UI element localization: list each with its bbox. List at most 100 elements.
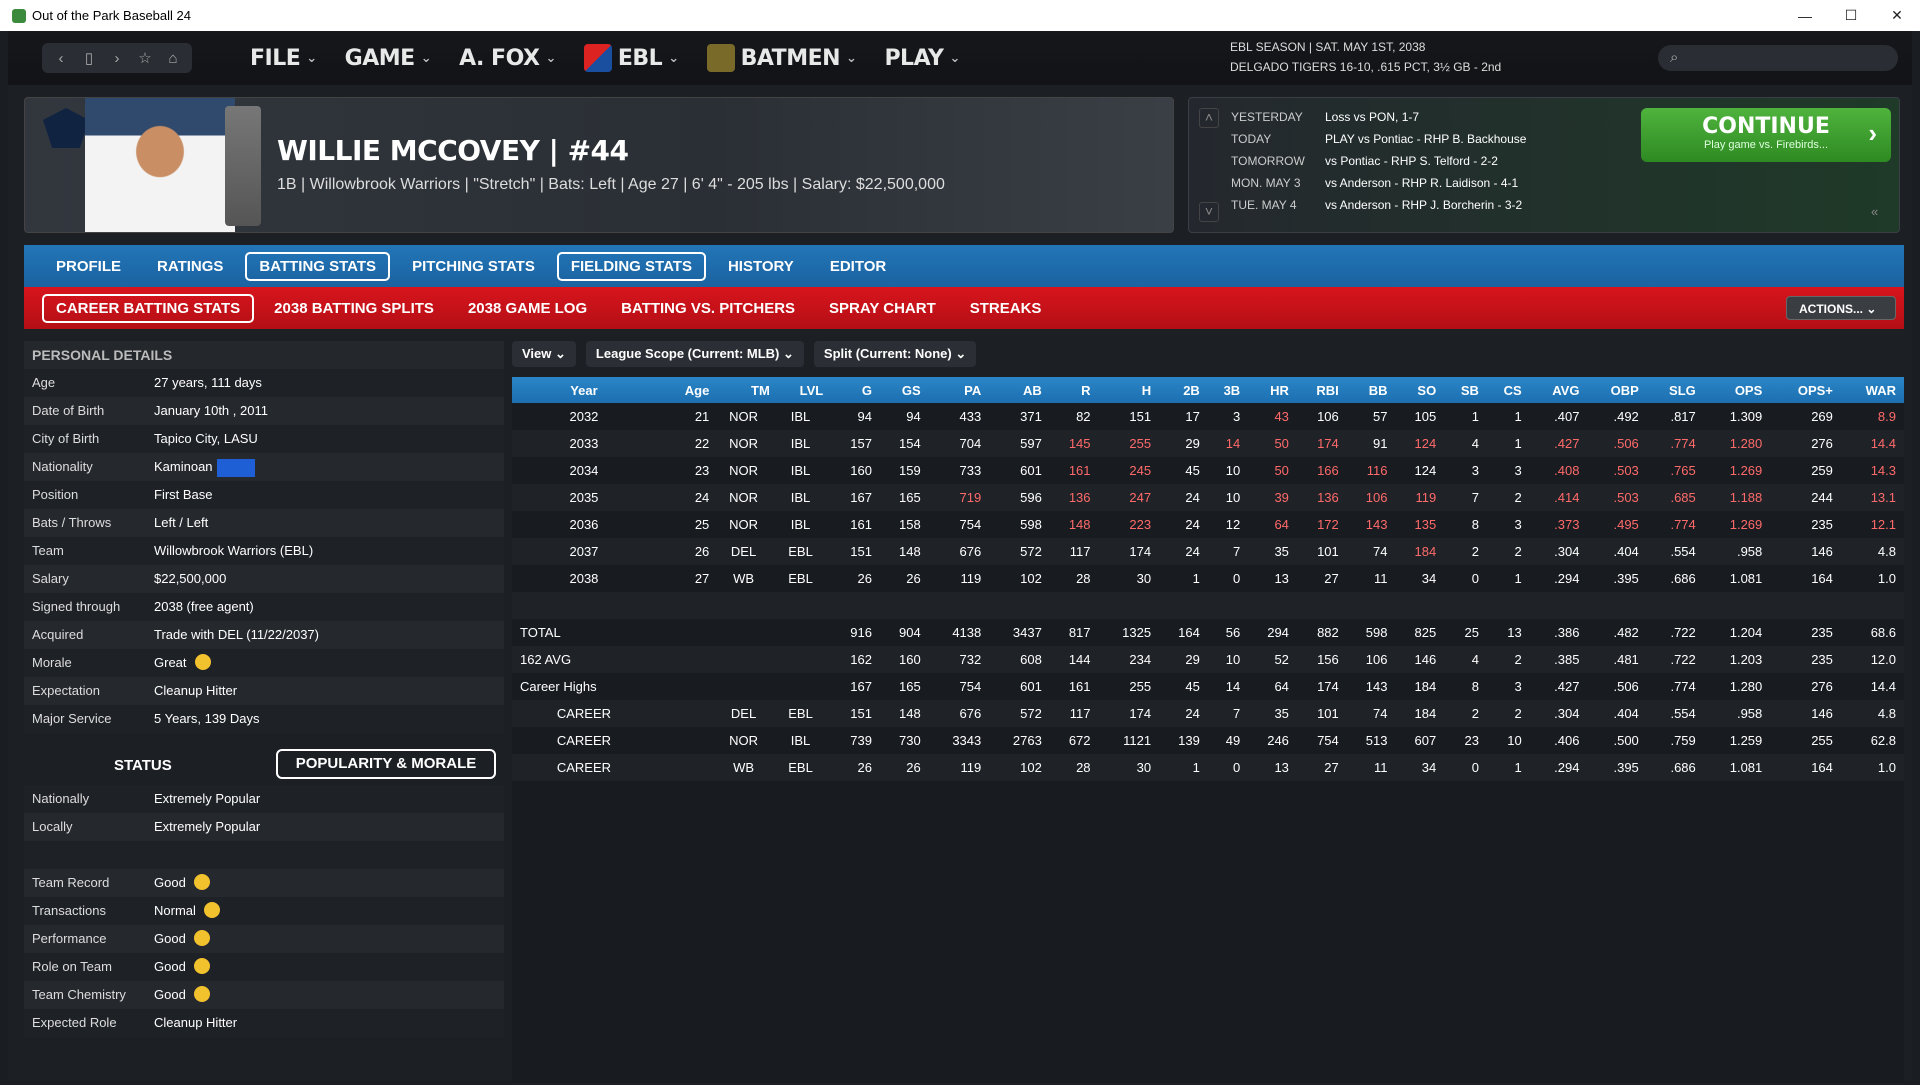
filter-dropdown[interactable]: View ⌄ — [512, 341, 576, 367]
subtab-batting-vs-pitchers[interactable]: BATTING VS. PITCHERS — [621, 299, 796, 317]
column-header-bb[interactable]: BB — [1346, 377, 1396, 403]
column-header-gs[interactable]: GS — [879, 377, 929, 403]
menu-batmen[interactable]: BATMEN ⌄ — [706, 44, 857, 72]
column-header-slg[interactable]: SLG — [1646, 377, 1704, 403]
schedule-down-icon[interactable]: ˅ — [1199, 202, 1219, 222]
tab-history[interactable]: HISTORY — [727, 257, 794, 275]
schedule-row[interactable]: TUE. MAY 4 vs Anderson - RHP J. Borcherin… — [1231, 198, 1522, 212]
column-header-ab[interactable]: AB — [989, 377, 1050, 403]
column-header-r[interactable]: R — [1049, 377, 1099, 403]
menu-a-fox[interactable]: A. FOX ⌄ — [459, 44, 556, 72]
tab-ratings[interactable]: RATINGS — [157, 257, 224, 275]
maximize-button[interactable]: ☐ — [1844, 7, 1858, 23]
filter-dropdown[interactable]: League Scope (Current: MLB) ⌄ — [585, 341, 804, 367]
column-header-h[interactable]: H — [1098, 377, 1160, 403]
table-row[interactable]: 2037 26 DEL EBL 151 148 676 572 117 174 24 7 35 101 74… — [512, 538, 1904, 565]
tab-batting-stats[interactable]: BATTING STATS — [245, 251, 391, 281]
column-header-tm[interactable]: TM — [717, 377, 778, 403]
table-row[interactable]: TOTAL 916 904 4138 3437 817 1325 164 56 294 882 598… — [512, 619, 1904, 646]
menu-ebl[interactable]: EBL ⌄ — [583, 44, 679, 72]
table-cell: 45 — [1185, 463, 1200, 478]
table-cell: .817 — [1670, 409, 1696, 424]
column-header-pa[interactable]: PA — [928, 377, 990, 403]
column-header-cs[interactable]: CS — [1486, 377, 1530, 403]
column-header-3b[interactable]: 3B — [1207, 377, 1249, 403]
column-header-year[interactable]: Year — [512, 377, 664, 403]
tab-pitching-stats[interactable]: PITCHING STATS — [412, 257, 535, 275]
subtab-career-batting-stats[interactable]: CAREER BATTING STATS — [42, 293, 255, 323]
column-header-obp[interactable]: OBP — [1587, 377, 1647, 403]
column-header-sb[interactable]: SB — [1444, 377, 1487, 403]
table-row[interactable]: 2034 23 NOR IBL 160 159 733 601 161 245 45 10 50 166 1… — [512, 457, 1904, 484]
table-cell — [1049, 592, 1099, 619]
schedule-row[interactable]: TODAY PLAY vs Pontiac - RHP B. Backhouse — [1231, 132, 1526, 146]
status-key: Transactions — [32, 903, 106, 918]
table-row[interactable]: 2032 21 NOR IBL 94 94 433 371 82 151 17 3 43 106 57 105… — [512, 403, 1904, 430]
status-value: Extremely Popular — [154, 791, 261, 806]
schedule-row[interactable]: YESTERDAY Loss vs PON, 1-7 — [1231, 110, 1419, 124]
forward-icon[interactable]: › — [114, 49, 120, 67]
main-menus: FILE ⌄ GAME ⌄ A. FOX ⌄ EBL ⌄ BATMEN ⌄ PLAY ⌄ — [250, 44, 988, 72]
schedule-text: vs Anderson - RHP R. Laidison - 4-1 — [1325, 176, 1519, 190]
subtab-2038-game-log[interactable]: 2038 GAME LOG — [467, 299, 588, 317]
tab-editor[interactable]: EDITOR — [829, 257, 887, 275]
column-header-ops[interactable]: OPS — [1703, 377, 1771, 403]
actions-dropdown[interactable]: ACTIONS... ⌄ — [1786, 296, 1896, 320]
table-row[interactable] — [512, 592, 1904, 619]
popularity-morale-button[interactable]: POPULARITY & MORALE — [276, 749, 496, 779]
schedule-row[interactable]: MON. MAY 3 vs Anderson - RHP R. Laidison … — [1231, 176, 1518, 190]
table-cell: 29 — [1159, 646, 1208, 673]
table-row[interactable]: 2033 22 NOR IBL 157 154 704 597 145 255 29 14 50 174 9… — [512, 430, 1904, 457]
table-cell: 143 — [1365, 517, 1388, 532]
column-header-2b[interactable]: 2B — [1159, 377, 1208, 403]
continue-button[interactable]: CONTINUE Play game vs. Firebirds... › — [1641, 108, 1891, 162]
menu-game[interactable]: GAME ⌄ — [345, 44, 432, 72]
filter-dropdown[interactable]: Split (Current: None) ⌄ — [813, 341, 977, 367]
schedule-row[interactable]: TOMORROW vs Pontiac - RHP S. Telford - 2-… — [1231, 154, 1498, 168]
table-cell: 13 — [1507, 625, 1522, 640]
smiley-icon — [203, 901, 220, 918]
menu-file[interactable]: FILE ⌄ — [250, 44, 317, 72]
table-row[interactable]: 2036 25 NOR IBL 161 158 754 598 148 223 24 12 64 172 1… — [512, 511, 1904, 538]
table-cell: 50 — [1248, 430, 1297, 457]
table-row[interactable]: CAREER DEL EBL 151 148 676 572 117 174 24 7 35 101 74… — [512, 700, 1904, 727]
table-cell: 3 — [1514, 517, 1522, 532]
tab-fielding-stats[interactable]: FIELDING STATS — [556, 251, 706, 281]
table-cell: 1121 — [1123, 733, 1152, 748]
collapse-icon[interactable]: « — [1871, 204, 1879, 219]
subtab-streaks[interactable]: STREAKS — [969, 299, 1042, 317]
home-icon[interactable]: ⌂ — [168, 49, 178, 67]
back-icon[interactable]: ‹ — [58, 49, 64, 67]
star-icon[interactable]: ☆ — [138, 50, 152, 67]
minimize-button[interactable]: — — [1798, 7, 1812, 24]
column-header-avg[interactable]: AVG — [1529, 377, 1588, 403]
column-header-so[interactable]: SO — [1395, 377, 1445, 403]
close-button[interactable]: ✕ — [1891, 7, 1903, 23]
bookmark-icon[interactable]: ▯ — [84, 50, 94, 67]
column-header-ops-[interactable]: OPS+ — [1770, 377, 1841, 403]
menu-play[interactable]: PLAY ⌄ — [884, 44, 960, 72]
table-cell: TOTAL — [520, 625, 561, 640]
subtab-2038-batting-splits[interactable]: 2038 BATTING SPLITS — [274, 299, 434, 317]
table-row[interactable]: CAREER NOR IBL 739 730 3343 2763 672 1121 139 49 24… — [512, 727, 1904, 754]
column-header-hr[interactable]: HR — [1248, 377, 1297, 403]
table-row[interactable]: 2038 27 WB EBL 26 26 119 102 28 30 1 0 13 27 11 34 0 1 .29… — [512, 565, 1904, 592]
search-input[interactable]: ⌕ — [1658, 45, 1898, 71]
table-row[interactable]: 2035 24 NOR IBL 167 165 719 596 136 247 24 10 39 136 1… — [512, 484, 1904, 511]
tab-profile[interactable]: PROFILE — [56, 257, 122, 275]
column-header-age[interactable]: Age — [663, 377, 718, 403]
table-row[interactable]: 162 AVG 162 160 732 608 144 234 29 10 52 156 106 146… — [512, 646, 1904, 673]
table-cell: 162 AVG — [512, 646, 664, 673]
table-row[interactable]: CAREER WB EBL 26 26 119 102 28 30 1 0 13 27 11 34 0 1.29… — [512, 754, 1904, 781]
table-row[interactable]: Career Highs 167 165 754 601 161 255 45 14 64 174 1… — [512, 673, 1904, 700]
table-cell: 719 — [928, 484, 990, 511]
table-cell: 294 — [1267, 625, 1289, 640]
column-header-lvl[interactable]: LVL — [777, 377, 832, 403]
schedule-up-icon[interactable]: ˄ — [1199, 108, 1219, 128]
column-header-war[interactable]: WAR — [1840, 377, 1904, 403]
table-cell: 157 — [831, 430, 880, 457]
table-cell: 151 — [831, 700, 880, 727]
column-header-rbi[interactable]: RBI — [1296, 377, 1347, 403]
column-header-g[interactable]: G — [831, 377, 880, 403]
subtab-spray-chart[interactable]: SPRAY CHART — [829, 299, 936, 317]
